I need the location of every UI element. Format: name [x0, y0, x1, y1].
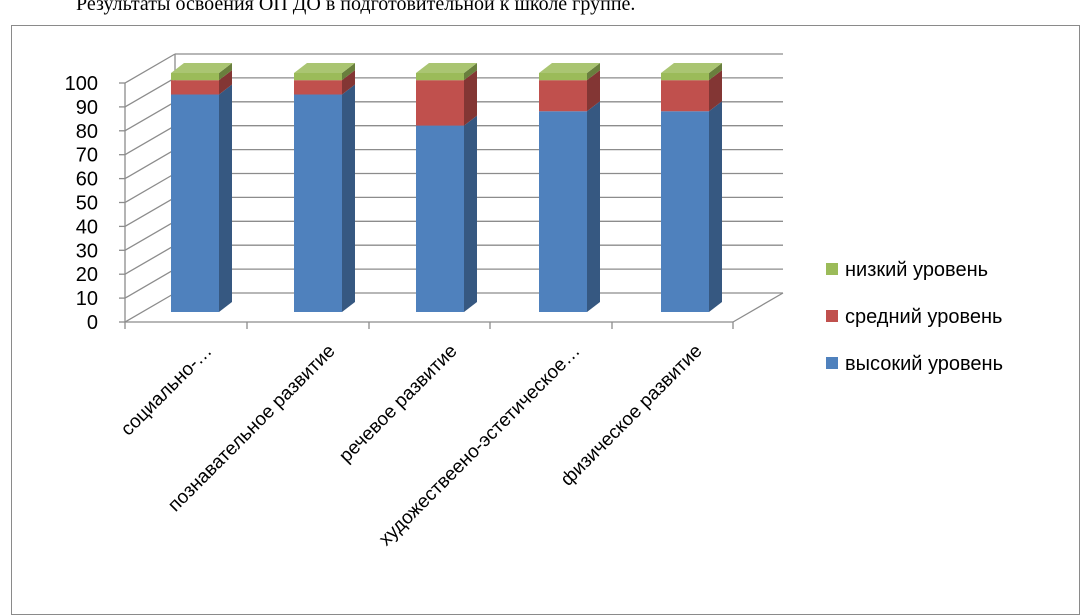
legend-label: высокий уровень: [845, 353, 1003, 375]
bar-segment: [661, 73, 709, 81]
category-label: физическое развитие: [557, 341, 707, 491]
bar-segment: [294, 73, 342, 81]
bar-segment-side: [464, 63, 477, 81]
bar-segment-top: [539, 63, 600, 73]
gridline-diagonal: [124, 101, 176, 132]
gridline-diagonal: [124, 268, 176, 299]
bar-segment-side: [587, 101, 600, 313]
gridline-diagonal: [124, 53, 176, 84]
bar-segment-side: [219, 70, 232, 95]
bar-segment-top: [171, 63, 232, 73]
floor-edge: [732, 292, 784, 323]
gridline-diagonal: [124, 196, 176, 227]
bar-segment-top: [416, 63, 477, 73]
gridline-diagonal: [124, 292, 176, 323]
bar-segment-side: [219, 63, 232, 81]
y-tick-label: 10: [76, 288, 98, 310]
y-tick-label: 0: [87, 312, 98, 334]
legend-swatch: [826, 310, 838, 322]
y-tick-label: 90: [76, 97, 98, 119]
bar-segment: [171, 80, 219, 95]
bar-segment-side: [342, 84, 355, 312]
legend-label: низкий уровень: [845, 259, 988, 281]
bar-segment: [294, 80, 342, 95]
gridline-diagonal: [124, 77, 176, 108]
bar-segment: [416, 80, 464, 126]
bar-segment: [539, 80, 587, 112]
bar-segment-side: [464, 115, 477, 312]
bar-segment-side: [464, 70, 477, 126]
category-label: социально-…: [117, 341, 217, 441]
bar-segment: [294, 94, 342, 312]
bar-segment-side: [342, 70, 355, 95]
bar-segment-side: [587, 70, 600, 112]
y-tick-label: 80: [76, 121, 98, 143]
bar-segment-side: [709, 70, 722, 112]
bar-segment-side: [219, 84, 232, 312]
bar-segment: [539, 73, 587, 81]
bar-segment: [539, 111, 587, 313]
bar-segment-side: [709, 101, 722, 313]
y-tick-label: 50: [76, 193, 98, 215]
bar-segment-side: [709, 63, 722, 81]
y-tick-label: 70: [76, 145, 98, 167]
legend-swatch: [826, 263, 838, 275]
gridline-diagonal: [124, 125, 176, 156]
chart-caption: Результаты освоения ОП ДО в подготовител…: [76, 0, 636, 15]
gridline-diagonal: [124, 244, 176, 275]
legend-swatch: [826, 357, 838, 369]
y-tick-label: 30: [76, 240, 98, 262]
gridline-diagonal: [124, 220, 176, 251]
bar-segment-side: [342, 63, 355, 81]
bar-segment: [171, 94, 219, 312]
bar-segment-top: [661, 63, 722, 73]
bar-segment-top: [294, 63, 355, 73]
category-label: художествеено-эстетическое…: [375, 341, 584, 550]
gridline-diagonal: [124, 172, 176, 204]
bar-segment: [661, 111, 709, 313]
y-tick-label: 100: [65, 73, 98, 95]
bar-segment: [416, 73, 464, 81]
bar-segment: [661, 80, 709, 112]
legend-label: средний уровень: [845, 306, 1002, 328]
gridline-diagonal: [124, 149, 176, 180]
y-tick-label: 20: [76, 264, 98, 286]
y-tick-label: 60: [76, 169, 98, 191]
bar-segment: [171, 73, 219, 81]
category-label: речевое развитие: [335, 341, 461, 467]
bar-segment: [416, 125, 464, 312]
bar-segment-side: [587, 63, 600, 81]
y-tick-label: 40: [76, 216, 98, 238]
